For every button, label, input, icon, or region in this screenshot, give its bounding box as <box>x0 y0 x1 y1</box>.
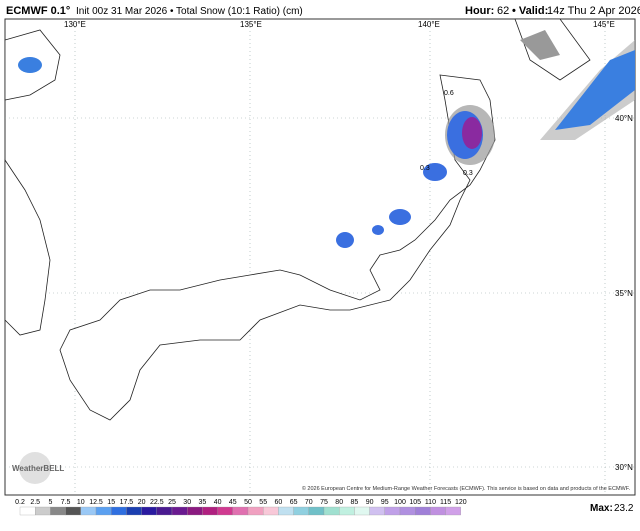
legend-label: 7.5 <box>61 499 71 506</box>
legend-label: 110 <box>425 499 436 506</box>
hour-label: Hour: <box>465 5 494 17</box>
legend-swatch <box>308 506 325 516</box>
legend-swatch <box>430 506 446 516</box>
legend-label: 45 <box>229 499 237 506</box>
map: 130°E 135°E 140°E 145°E 40°N 35°N 30°N 0… <box>4 18 636 496</box>
legend-swatch <box>293 506 309 516</box>
lon-label: 145°E <box>593 20 615 29</box>
legend-swatch <box>202 506 218 516</box>
logo-badge <box>19 452 51 484</box>
legend-label: 95 <box>381 499 389 506</box>
legend-label: 75 <box>320 499 328 506</box>
legend-label: 60 <box>275 499 283 506</box>
snow <box>18 30 635 248</box>
legend-label: 5 <box>48 499 52 506</box>
model: ECMWF 0.1° <box>6 5 70 17</box>
legend-label: 80 <box>335 499 343 506</box>
legend-label: 50 <box>244 499 252 506</box>
legend-label: 85 <box>351 499 359 506</box>
contour-label: 0.3 <box>420 165 430 172</box>
legend-swatch <box>232 506 249 516</box>
legend-swatch <box>171 506 188 516</box>
legend-swatch <box>95 506 112 516</box>
legend-swatch <box>126 506 142 516</box>
credit: © 2026 European Centre for Medium-Range … <box>302 485 631 492</box>
legend-swatch <box>263 506 279 516</box>
legend-swatch <box>141 506 157 516</box>
max-label: Max: <box>590 503 613 514</box>
legend-label: 0.2 <box>15 499 25 506</box>
legend-swatch <box>111 506 127 516</box>
graticule <box>5 19 635 495</box>
legend-label: 12.5 <box>89 499 103 506</box>
legend-label: 65 <box>290 499 298 506</box>
map-frame <box>4 18 636 496</box>
lat-label: 35°N <box>615 289 633 298</box>
legend-swatch <box>65 506 81 516</box>
legend-label: 35 <box>199 499 207 506</box>
legend-swatch <box>19 506 36 516</box>
legend-label: 30 <box>183 499 191 506</box>
legend-swatch <box>354 506 370 516</box>
valid-label: • Valid: <box>512 5 548 17</box>
legend-swatch <box>384 506 401 516</box>
legend-label: 15 <box>107 499 115 506</box>
legend-swatch <box>339 506 355 516</box>
legend-swatch <box>247 506 264 516</box>
legend-label: 55 <box>259 499 267 506</box>
lat-label: 30°N <box>615 463 633 472</box>
lon-label: 130°E <box>64 20 86 29</box>
logo: WeatherBELL <box>12 464 64 473</box>
legend-label: 70 <box>305 499 313 506</box>
legend-swatch <box>217 506 233 516</box>
legend-label: 105 <box>409 499 421 506</box>
max: 23.2 <box>614 503 634 514</box>
legend-label: 25 <box>168 499 176 506</box>
legend-label: 90 <box>366 499 374 506</box>
valid: 14z Thu 2 Apr 2026 <box>547 5 640 17</box>
legend-label: 100 <box>394 499 406 506</box>
legend-label: 120 <box>455 499 467 506</box>
legend-label: 22.5 <box>150 499 164 506</box>
legend-swatch <box>35 506 51 516</box>
hour: 62 <box>497 5 509 17</box>
legend-swatch <box>187 506 203 516</box>
lat-label: 40°N <box>615 114 633 123</box>
legend-swatch <box>50 506 66 516</box>
legend-label: 2.5 <box>30 499 40 506</box>
legend-swatch <box>445 506 461 516</box>
legend-swatch <box>369 506 385 516</box>
legend-label: 40 <box>214 499 222 506</box>
legend-label: 20 <box>138 499 146 506</box>
legend-swatch <box>80 506 97 516</box>
lon-label: 140°E <box>418 20 440 29</box>
contour-label: 0.3 <box>463 170 473 177</box>
init: Init 00z 31 Mar 2026 • Total Snow (10:1 … <box>76 6 303 17</box>
legend-swatch <box>323 506 340 516</box>
legend-label: 115 <box>440 499 451 506</box>
legend-label: 17.5 <box>120 499 134 506</box>
legend-swatch <box>156 506 173 516</box>
legend-swatch <box>399 506 416 516</box>
legend-label: 10 <box>77 499 85 506</box>
legend-swatch <box>278 506 294 516</box>
legend: 0.2 2.5 5 7.5 10 12.5 15 17.5 20 22.5 25 30 35 40 45 50… <box>15 499 467 516</box>
legend-swatch <box>415 506 431 516</box>
lon-label: 135°E <box>240 20 262 29</box>
contour-label: 0.6 <box>444 90 454 97</box>
